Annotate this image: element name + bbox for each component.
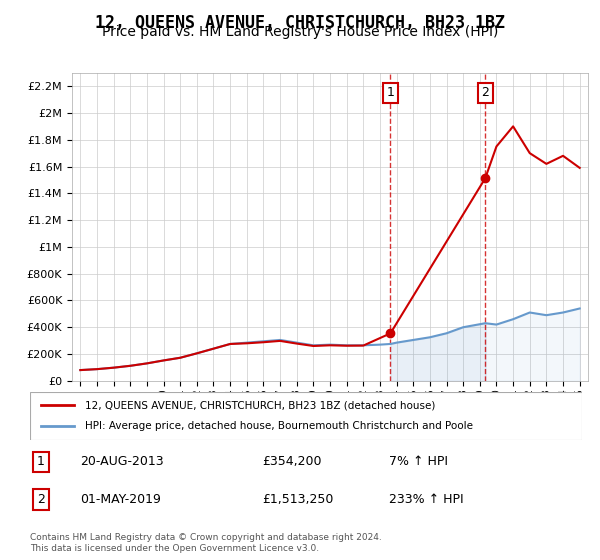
Text: 12, QUEENS AVENUE, CHRISTCHURCH, BH23 1BZ (detached house): 12, QUEENS AVENUE, CHRISTCHURCH, BH23 1B… [85, 400, 436, 410]
Text: £354,200: £354,200 [262, 455, 322, 468]
Text: 1: 1 [386, 86, 394, 99]
Text: 7% ↑ HPI: 7% ↑ HPI [389, 455, 448, 468]
Text: 233% ↑ HPI: 233% ↑ HPI [389, 493, 463, 506]
Text: HPI: Average price, detached house, Bournemouth Christchurch and Poole: HPI: Average price, detached house, Bour… [85, 421, 473, 431]
Text: 20-AUG-2013: 20-AUG-2013 [80, 455, 163, 468]
Text: 1: 1 [37, 455, 45, 468]
Text: 2: 2 [37, 493, 45, 506]
Text: Price paid vs. HM Land Registry's House Price Index (HPI): Price paid vs. HM Land Registry's House … [102, 25, 498, 39]
Text: 2: 2 [481, 86, 489, 99]
Text: £1,513,250: £1,513,250 [262, 493, 333, 506]
Text: 12, QUEENS AVENUE, CHRISTCHURCH, BH23 1BZ: 12, QUEENS AVENUE, CHRISTCHURCH, BH23 1B… [95, 14, 505, 32]
Text: 01-MAY-2019: 01-MAY-2019 [80, 493, 161, 506]
Text: Contains HM Land Registry data © Crown copyright and database right 2024.
This d: Contains HM Land Registry data © Crown c… [30, 533, 382, 553]
FancyBboxPatch shape [30, 392, 582, 440]
